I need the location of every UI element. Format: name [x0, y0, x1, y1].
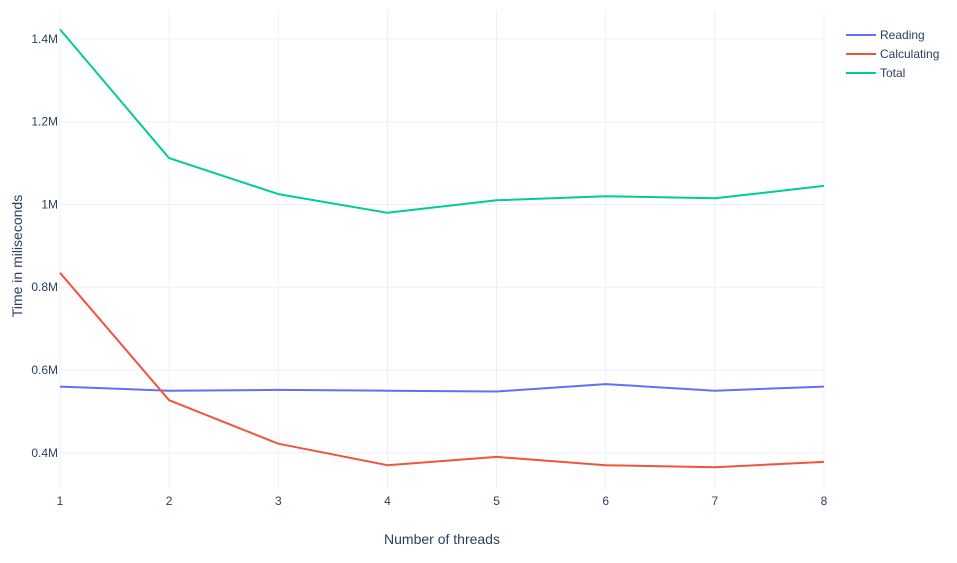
x-tick-label: 5: [493, 494, 500, 508]
legend-item-reading[interactable]: Reading: [846, 28, 925, 42]
x-tick-label: 1: [57, 494, 64, 508]
series-line-reading: [59, 383, 825, 393]
y-tick-label: 1.2M: [31, 115, 58, 129]
legend-item-calculating[interactable]: Calculating: [846, 47, 939, 61]
y-tick-label: 0.6M: [31, 363, 58, 377]
legend-label: Total: [880, 66, 905, 80]
y-tick-label: 0.8M: [31, 280, 58, 294]
x-tick-label: 4: [384, 494, 391, 508]
y-axis-title: Time in miliseconds: [9, 195, 25, 317]
legend-item-total[interactable]: Total: [846, 66, 905, 80]
legend-label: Calculating: [880, 47, 939, 61]
x-axis-title: Number of threads: [384, 531, 500, 547]
y-tick-label: 1.4M: [31, 32, 58, 46]
x-tick-label: 6: [602, 494, 609, 508]
x-tick-label: 7: [712, 494, 719, 508]
x-tick-label: 8: [821, 494, 828, 508]
plot-area: [59, 28, 825, 469]
series-line-total: [59, 28, 825, 214]
y-tick-label: 0.4M: [31, 446, 58, 460]
legend[interactable]: Reading Calculating Total: [846, 28, 939, 80]
x-tick-label: 2: [166, 494, 173, 508]
y-tick-label: 1M: [41, 197, 58, 211]
y-axis-ticks: 0.4M 0.6M 0.8M 1M 1.2M 1.4M: [31, 32, 58, 460]
series-line-calculating: [59, 272, 825, 469]
legend-label: Reading: [880, 28, 925, 42]
x-tick-label: 3: [275, 494, 282, 508]
grid-lines: [59, 10, 825, 490]
x-axis-ticks: 1 2 3 4 5 6 7 8: [57, 494, 828, 508]
